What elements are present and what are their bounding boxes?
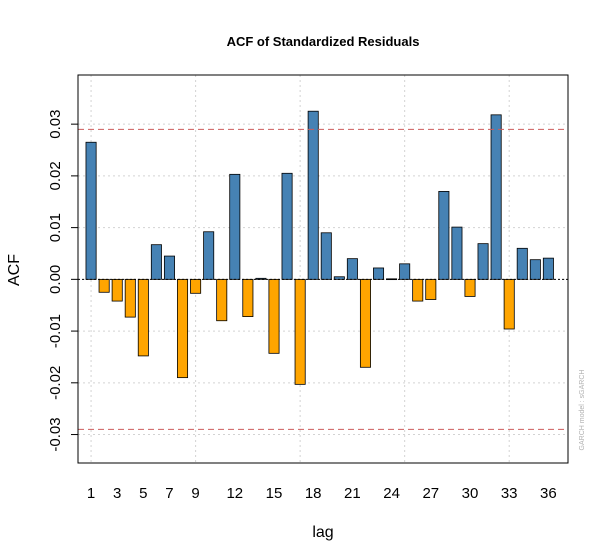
x-tick-label: 18 [305, 485, 322, 502]
x-tick-label: 27 [422, 485, 439, 502]
x-axis: 1 3 5 7 9 12 15 18 21 24 27 30 33 36 [87, 485, 557, 502]
acf-bar [438, 190, 450, 280]
y-axis: -0.03 -0.02 -0.01 0.00 0.01 0.02 0.03 [47, 110, 78, 452]
acf-bar [203, 231, 215, 280]
acf-bar [163, 255, 175, 280]
acf-bar [98, 278, 110, 293]
acf-bar [242, 278, 254, 317]
acf-bar [216, 278, 228, 322]
y-tick-label: 0.02 [47, 161, 64, 190]
acf-bar [529, 259, 541, 280]
x-tick-label: 24 [383, 485, 400, 502]
acf-bar [137, 278, 149, 357]
acf-bar [373, 267, 385, 280]
watermark-text: GARCH model : sGARCH [579, 370, 586, 451]
acf-bar [190, 278, 202, 294]
acf-bar [412, 278, 424, 302]
y-tick-label: -0.01 [47, 314, 64, 348]
x-tick-label: 3 [113, 485, 121, 502]
acf-bar [346, 258, 358, 280]
acf-bar [320, 232, 332, 280]
acf-bar [177, 278, 189, 379]
acf-bar [255, 277, 267, 280]
acf-bar [268, 278, 280, 354]
acf-bar [359, 278, 371, 368]
acf-bar [150, 244, 162, 280]
x-tick-label: 15 [266, 485, 283, 502]
x-tick-label: 9 [191, 485, 199, 502]
y-axis-label: ACF [6, 254, 23, 286]
acf-bar [85, 141, 97, 280]
acf-bar [503, 278, 515, 330]
y-tick-label: 0.00 [47, 265, 64, 294]
y-tick-label: 0.01 [47, 213, 64, 242]
x-tick-label: 30 [462, 485, 479, 502]
acf-bar [516, 247, 528, 280]
x-tick-label: 12 [226, 485, 243, 502]
acf-bar [451, 226, 463, 280]
y-tick-label: -0.03 [47, 417, 64, 451]
acf-bar [294, 278, 306, 385]
x-tick-label: 21 [344, 485, 361, 502]
acf-bar [281, 172, 293, 280]
acf-bar [425, 278, 437, 300]
y-tick-label: -0.02 [47, 366, 64, 400]
acf-bar [307, 110, 319, 280]
plot-frame [77, 74, 569, 464]
bars [85, 110, 554, 385]
acf-bar [111, 278, 123, 302]
chart-title: ACF of Standardized Residuals [227, 34, 420, 49]
reference-lines [78, 128, 568, 430]
acf-bar [399, 263, 411, 280]
x-tick-label: 7 [165, 485, 173, 502]
acf-bar [229, 173, 241, 280]
x-tick-label: 5 [139, 485, 147, 502]
x-tick-label: 36 [540, 485, 557, 502]
acf-bar [490, 114, 502, 280]
x-tick-label: 1 [87, 485, 95, 502]
acf-bar [477, 243, 489, 280]
acf-bar [124, 278, 136, 318]
acf-bar [542, 257, 554, 280]
x-axis-label: lag [312, 524, 333, 541]
acf-bar [464, 278, 476, 297]
x-tick-label: 33 [501, 485, 518, 502]
y-tick-label: 0.03 [47, 110, 64, 139]
